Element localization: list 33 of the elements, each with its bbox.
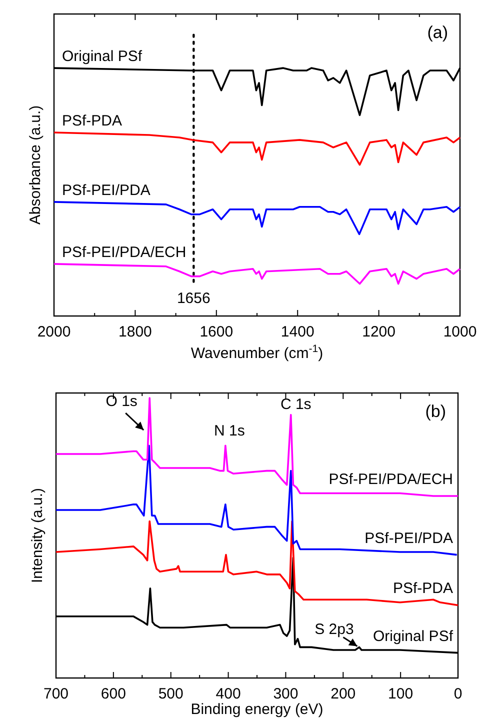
- annotation: N 1s: [214, 422, 245, 440]
- series-label: PSf-PDA: [62, 112, 122, 130]
- x-tick-label: 600: [100, 686, 126, 703]
- series-label: Original PSf: [62, 48, 143, 66]
- x-tick-label: 1800: [118, 324, 152, 341]
- y-axis-title: Absorbance (a.u.): [27, 105, 44, 225]
- x-tick-label: 0: [454, 686, 462, 703]
- x-tick-label: 1000: [443, 324, 477, 341]
- y-axis-title: Intensity (a.u.): [29, 488, 46, 584]
- series-label: PSf-PEI/PDA: [62, 182, 150, 199]
- annotation: (b): [425, 402, 446, 421]
- x-tick-label: 1200: [362, 324, 396, 341]
- series-label: PSf-PEI/PDA/ECH: [62, 244, 186, 261]
- x-tick-label: 200: [330, 686, 356, 703]
- x-tick-label: 1400: [280, 324, 314, 341]
- x-tick-label: 300: [273, 686, 298, 703]
- series-label: PSf-PDA: [392, 580, 453, 598]
- series-label: PSf-PEI/PDA/ECH: [328, 471, 453, 488]
- text: (a): [427, 23, 448, 42]
- x-tick-label: 400: [216, 686, 241, 703]
- x-tick-label: 500: [158, 686, 184, 703]
- series-label: PSf-PEI/PDA: [364, 530, 453, 547]
- x-axis-title: Wavenumber (cm$^{-1}$): [190, 343, 324, 362]
- x-tick-label: 100: [388, 686, 414, 703]
- annotation: O 1s: [106, 393, 138, 410]
- x-axis-title: Binding energy (eV): [190, 701, 324, 718]
- x-tick-label: 2000: [37, 324, 71, 341]
- annotation: S 2p3: [314, 621, 354, 638]
- ref-line-label: 1656: [176, 290, 210, 307]
- x-tick-label: 1600: [200, 324, 234, 341]
- x-tick-label: 700: [43, 686, 69, 703]
- legend-label: Original PSf: [372, 628, 454, 645]
- annotation: C 1s: [280, 396, 312, 413]
